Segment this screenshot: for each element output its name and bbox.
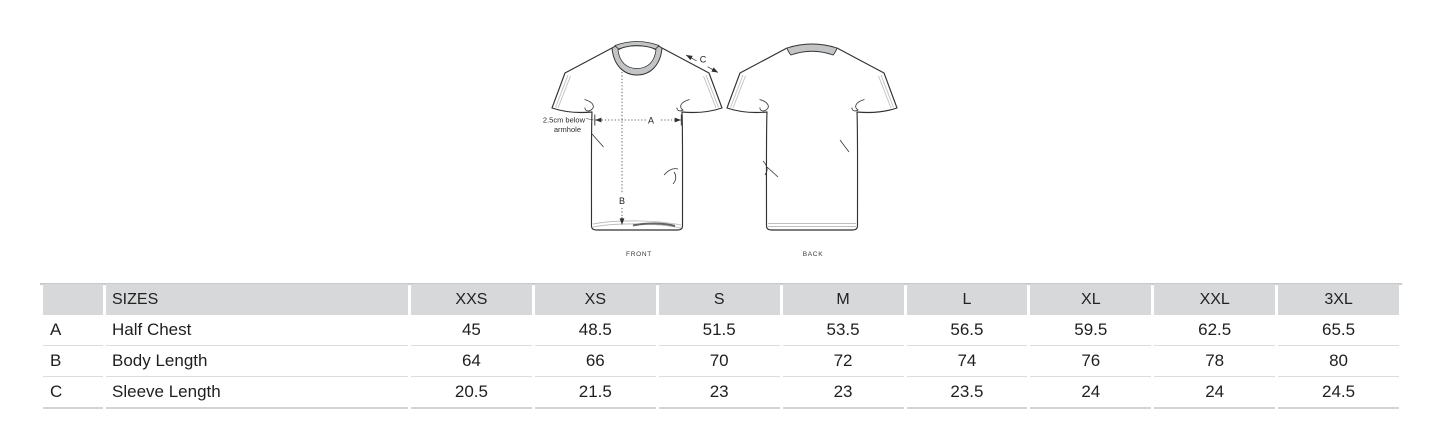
armhole-note-line1: 2.5cm below bbox=[543, 116, 586, 125]
header-cell-xxs: XXS bbox=[411, 284, 532, 315]
cell-value: 59.5 bbox=[1030, 315, 1152, 346]
measure-line-a: A bbox=[594, 114, 682, 126]
cell-value: 23.5 bbox=[906, 377, 1028, 409]
cell-value: 48.5 bbox=[534, 315, 656, 346]
row-key: B bbox=[43, 346, 103, 377]
row-label: Body Length bbox=[106, 346, 408, 377]
cell-value: 66 bbox=[534, 346, 656, 377]
cell-value: 65.5 bbox=[1278, 315, 1399, 346]
cell-value: 80 bbox=[1278, 346, 1399, 377]
wrinkle-lines-icon bbox=[759, 99, 865, 178]
cell-value: 45 bbox=[411, 315, 532, 346]
header-cell-3xl: 3XL bbox=[1278, 284, 1399, 315]
row-key: C bbox=[43, 377, 103, 409]
header-cell-xs: XS bbox=[534, 284, 656, 315]
cell-value: 21.5 bbox=[534, 377, 656, 409]
measure-a-label: A bbox=[648, 116, 654, 126]
cell-value: 74 bbox=[906, 346, 1028, 377]
header-cell-xxl: XXL bbox=[1154, 284, 1276, 315]
hem-stitching-icon bbox=[768, 223, 856, 227]
measure-line-b: B bbox=[619, 72, 625, 225]
cell-value: 23 bbox=[782, 377, 904, 409]
front-collar-icon bbox=[611, 41, 663, 76]
row-key: A bbox=[43, 315, 103, 346]
cell-value: 72 bbox=[782, 346, 904, 377]
hem-stitching-icon bbox=[592, 220, 682, 229]
table-row-half-chest: A Half Chest 45 48.5 51.5 53.5 56.5 59.5… bbox=[43, 315, 1399, 346]
back-collar-icon bbox=[786, 43, 838, 56]
cell-value: 56.5 bbox=[906, 315, 1028, 346]
measure-line-c: C bbox=[686, 55, 719, 73]
sleeve-stitching-icon bbox=[730, 74, 894, 109]
header-cell-sizes: SIZES bbox=[106, 284, 408, 315]
cell-value: 76 bbox=[1030, 346, 1152, 377]
sleeve-stitching-icon bbox=[555, 74, 719, 109]
front-body-outline bbox=[551, 47, 723, 231]
header-cell-xl: XL bbox=[1030, 284, 1152, 315]
wrinkle-lines-icon bbox=[584, 99, 690, 185]
size-chart-table: SIZES XXS XS S M L XL XXL 3XL A Half Che… bbox=[40, 284, 1402, 409]
cell-value: 24.5 bbox=[1278, 377, 1399, 409]
row-label: Half Chest bbox=[106, 315, 408, 346]
cell-value: 51.5 bbox=[658, 315, 780, 346]
header-cell-l: L bbox=[906, 284, 1028, 315]
cell-value: 24 bbox=[1154, 377, 1276, 409]
header-cell-empty bbox=[43, 284, 103, 315]
front-label: FRONT bbox=[626, 251, 652, 258]
back-body-outline bbox=[726, 47, 898, 231]
cell-value: 20.5 bbox=[411, 377, 532, 409]
size-table-header-row: SIZES XXS XS S M L XL XXL 3XL bbox=[43, 284, 1399, 315]
measure-c-label: C bbox=[700, 55, 707, 65]
cell-value: 53.5 bbox=[782, 315, 904, 346]
cell-value: 64 bbox=[411, 346, 532, 377]
cell-value: 23 bbox=[658, 377, 780, 409]
header-cell-s: S bbox=[658, 284, 780, 315]
tshirt-back-diagram: BACK bbox=[726, 43, 898, 258]
tshirt-front-diagram: A B C 2.5cm below armhole FRONT bbox=[543, 41, 723, 258]
row-label: Sleeve Length bbox=[106, 377, 408, 409]
armhole-note-line2: armhole bbox=[554, 125, 581, 134]
cell-value: 24 bbox=[1030, 377, 1152, 409]
header-cell-m: M bbox=[782, 284, 904, 315]
table-row-body-length: B Body Length 64 66 70 72 74 76 78 80 bbox=[43, 346, 1399, 377]
back-label: BACK bbox=[803, 251, 824, 258]
cell-value: 78 bbox=[1154, 346, 1276, 377]
measure-b-label: B bbox=[619, 196, 625, 206]
cell-value: 70 bbox=[658, 346, 780, 377]
table-row-sleeve-length: C Sleeve Length 20.5 21.5 23 23 23.5 24 … bbox=[43, 377, 1399, 409]
armhole-note: 2.5cm below armhole bbox=[543, 116, 594, 134]
cell-value: 62.5 bbox=[1154, 315, 1276, 346]
